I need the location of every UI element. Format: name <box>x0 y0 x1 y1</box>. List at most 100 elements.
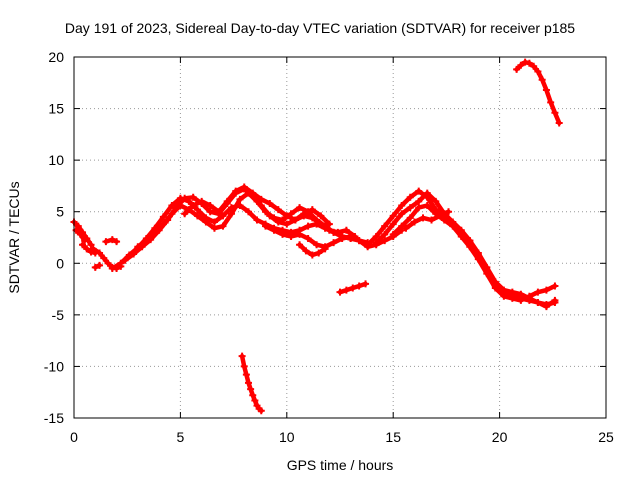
x-tick-label: 15 <box>385 429 401 445</box>
data-point <box>279 230 287 238</box>
x-tick-label: 25 <box>598 429 614 445</box>
data-point <box>402 224 410 232</box>
data-point <box>445 208 453 216</box>
data-point <box>121 256 129 264</box>
data-point <box>240 183 248 191</box>
data-point <box>530 62 538 70</box>
data-point <box>206 208 214 216</box>
data-point <box>181 194 189 202</box>
data-point <box>302 247 310 255</box>
data-point <box>381 237 389 245</box>
x-tick-label: 20 <box>492 429 508 445</box>
data-point <box>342 286 350 294</box>
data-point <box>534 288 542 296</box>
data-point <box>436 212 444 220</box>
data-point <box>296 230 304 238</box>
data-point <box>240 362 248 370</box>
plot-area <box>70 58 563 415</box>
data-point <box>202 218 210 226</box>
data-point <box>102 238 110 246</box>
data-point <box>457 232 465 240</box>
data-point <box>398 222 406 230</box>
data-point <box>508 288 516 296</box>
y-tick-label: -10 <box>44 358 64 374</box>
data-point <box>291 216 299 224</box>
data-point <box>538 76 546 84</box>
data-point <box>542 286 550 294</box>
data-point <box>223 197 231 205</box>
y-tick-label: 15 <box>48 101 64 117</box>
data-point <box>108 236 116 244</box>
series-band <box>135 190 353 250</box>
data-point <box>551 282 559 290</box>
x-tick-label: 10 <box>279 429 295 445</box>
data-point <box>232 187 240 195</box>
data-point <box>247 385 255 393</box>
data-point <box>313 216 321 224</box>
data-point <box>342 226 350 234</box>
data-point <box>257 195 265 203</box>
series-arc-high-right <box>513 58 563 127</box>
data-point <box>508 294 516 302</box>
data-point <box>415 204 423 212</box>
data-point <box>219 212 227 220</box>
data-point <box>304 222 312 230</box>
data-point <box>279 216 287 224</box>
data-point <box>517 296 525 304</box>
data-point <box>130 250 138 258</box>
data-point <box>449 222 457 230</box>
data-point <box>483 270 491 278</box>
data-point <box>372 239 380 247</box>
data-point <box>347 232 355 240</box>
series-arc-low-left <box>238 352 265 415</box>
data-point <box>274 206 282 214</box>
data-point <box>210 224 218 232</box>
data-point <box>517 61 525 69</box>
series-band <box>239 353 264 414</box>
data-point <box>108 264 116 272</box>
data-point <box>398 210 406 218</box>
y-axis-label: SDTVAR / TECUs <box>6 181 22 293</box>
data-point <box>76 230 84 238</box>
data-point <box>238 352 246 360</box>
y-tick-label: 10 <box>48 152 64 168</box>
plot-frame <box>73 56 607 419</box>
data-point <box>410 218 418 226</box>
data-point <box>372 232 380 240</box>
data-point <box>466 243 474 251</box>
data-point <box>227 210 235 218</box>
data-point <box>242 371 250 379</box>
series-arc-late-4 <box>402 208 453 232</box>
data-point <box>423 202 431 210</box>
y-tick-label: -15 <box>44 410 64 426</box>
data-point <box>104 259 112 267</box>
data-point <box>193 206 201 214</box>
data-point <box>419 214 427 222</box>
data-point <box>389 212 397 220</box>
data-point <box>428 216 436 224</box>
data-point <box>432 197 440 205</box>
data-point <box>415 187 423 195</box>
data-point <box>283 212 291 220</box>
data-point <box>355 237 363 245</box>
data-point <box>83 245 91 253</box>
data-point <box>315 249 323 257</box>
data-point <box>336 288 344 296</box>
data-point <box>547 98 555 106</box>
data-point <box>308 251 316 259</box>
data-point <box>266 199 274 207</box>
y-tick-label: 5 <box>56 204 64 220</box>
data-point <box>283 220 291 228</box>
data-point <box>338 235 346 243</box>
data-point <box>210 218 218 226</box>
data-point <box>249 189 257 197</box>
data-point <box>321 222 329 230</box>
data-point <box>317 212 325 220</box>
data-point <box>381 222 389 230</box>
data-point <box>513 65 521 73</box>
data-point <box>517 290 525 298</box>
data-point <box>270 226 278 234</box>
data-point <box>134 243 142 251</box>
data-point <box>270 214 278 222</box>
data-point <box>89 245 97 253</box>
